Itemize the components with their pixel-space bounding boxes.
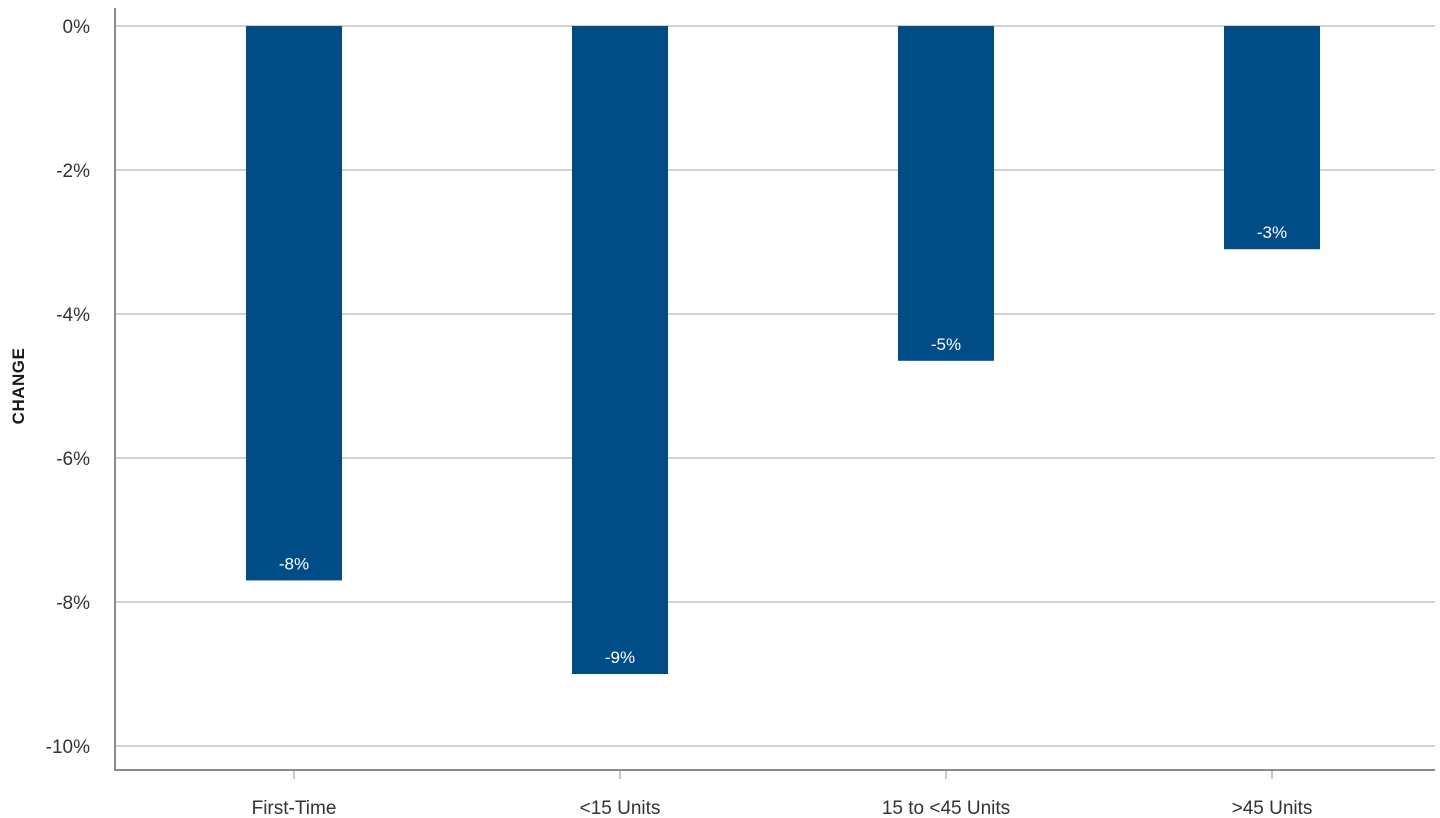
axes	[114, 8, 1435, 779]
bar	[572, 26, 668, 674]
data-label: -3%	[1257, 223, 1287, 242]
data-label: -8%	[279, 554, 309, 573]
y-tick-label: 0%	[63, 17, 91, 38]
x-tick-label: <15 Units	[580, 798, 661, 818]
bar	[1224, 26, 1320, 250]
bar	[898, 26, 994, 361]
y-tick-label: -4%	[56, 305, 90, 326]
x-tick-label: First-Time	[252, 798, 337, 818]
data-label: -5%	[931, 335, 961, 354]
bar	[246, 26, 342, 581]
y-tick-label: -10%	[46, 737, 90, 758]
y-tick-label: -8%	[56, 593, 90, 614]
y-axis-title: CHANGE	[9, 348, 28, 425]
data-label: -9%	[605, 648, 635, 667]
labels: 0% -2% -4% -6% -8% -10% -8% First-Time -9% <15 Un…	[46, 17, 1313, 818]
x-tick-label: >45 Units	[1232, 798, 1313, 818]
bars	[246, 26, 1320, 674]
y-tick-label: -2%	[56, 161, 90, 182]
y-tick-label: -6%	[56, 449, 90, 470]
x-tick-label: 15 to <45 Units	[882, 798, 1010, 818]
